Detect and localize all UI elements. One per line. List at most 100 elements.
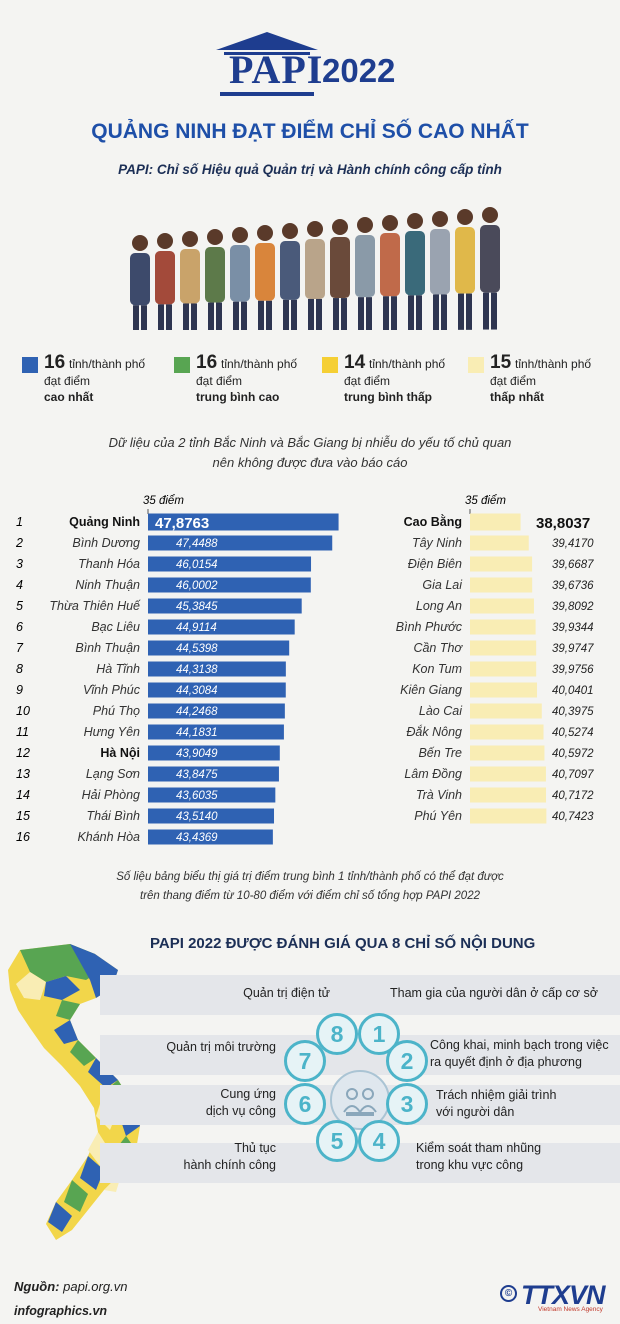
bar-value-label: 39,4170	[552, 538, 594, 550]
bar-value-label: 46,0002	[176, 580, 218, 592]
indicator-number-4: 4	[358, 1120, 400, 1162]
indicator-label-2: Công khai, minh bạch trong việc ra quyết…	[430, 1037, 609, 1071]
indicator-label-8: Quản trị điện tử	[180, 985, 330, 1002]
person-leg	[258, 300, 264, 330]
person-body	[455, 227, 475, 294]
rank-number: 2	[15, 536, 23, 550]
indicator-number-5: 5	[316, 1120, 358, 1162]
bar-value-label: 40,3975	[552, 706, 594, 718]
bar-value-label: 44,9114	[176, 622, 217, 634]
bar-value-label: 40,7097	[552, 769, 594, 781]
province-label: Bình Phước	[396, 620, 463, 634]
bar	[470, 513, 521, 531]
province-label: Hưng Yên	[84, 725, 140, 739]
indicator-number-3: 3	[386, 1083, 428, 1125]
data-note: Dữ liệu của 2 tỉnh Bắc Ninh và Bắc Giang…	[0, 433, 620, 473]
rank-number: 6	[16, 620, 23, 634]
legend-line: đạt điểm	[196, 374, 243, 388]
bar	[470, 535, 529, 551]
legend-category: cao nhất	[44, 390, 94, 404]
bar-value-label: 39,9756	[552, 664, 594, 676]
province-label: Cao Bằng	[404, 514, 462, 529]
legend-unit: tỉnh/thành phố	[515, 357, 592, 371]
chart-top-provinces: 35 điểm 1 Quảng Ninh 47,8763 2 Bình Dương 47,4…	[15, 495, 339, 845]
indicator-number-8: 8	[316, 1013, 358, 1055]
person-leg	[166, 304, 172, 330]
rank-number: 11	[16, 725, 29, 739]
legend-line: đạt điểm	[490, 374, 537, 388]
person-body	[255, 243, 275, 301]
bar-value-label: 40,7172	[552, 790, 594, 802]
bar	[148, 513, 339, 531]
legend-unit: tỉnh/thành phố	[69, 357, 146, 371]
person-leg	[408, 295, 414, 330]
bar	[148, 787, 276, 803]
bar-value-label: 44,3138	[176, 664, 218, 676]
rank-number: 5	[16, 599, 23, 613]
person-leg	[191, 303, 197, 330]
legend-item-medium-low: 14 tỉnh/thành phố đạt điểm trung bình th…	[322, 352, 462, 406]
indicators-title: PAPI 2022 ĐƯỢC ĐÁNH GIÁ QUA 8 CHỈ SỐ NỘI…	[150, 935, 536, 952]
legend-item-medium-high: 16 tỉnh/thành phố đạt điểm trung bình ca…	[174, 352, 314, 406]
indicator-number-7: 7	[284, 1040, 326, 1082]
legend-item-low: 15 tỉnh/thành phố đạt điểm thấp nhất	[468, 352, 608, 406]
bar	[470, 556, 533, 572]
province-label: Ninh Thuận	[75, 578, 140, 592]
person-body	[305, 239, 325, 299]
person-leg	[383, 296, 389, 330]
bar-value-label: 45,3845	[176, 601, 218, 613]
bar-value-label: 47,8763	[155, 515, 209, 532]
bar	[148, 808, 275, 824]
person-leg	[491, 292, 497, 330]
indicator-label-line: với người dân	[436, 1105, 515, 1119]
person-head	[232, 227, 248, 243]
province-label: Gia Lai	[422, 578, 463, 592]
bar-value-label: 44,5398	[176, 643, 218, 655]
indicator-number-2: 2	[386, 1040, 428, 1082]
bar-value-label: 38,8037	[536, 515, 590, 532]
person-leg	[391, 296, 397, 330]
person-leg	[233, 301, 239, 330]
province-label: Bạc Liêu	[91, 620, 140, 634]
scale-note-line: Số liệu bảng biểu thị giá trị điểm trung…	[116, 871, 504, 883]
province-label: Đắk Nông	[406, 724, 462, 739]
bar	[470, 808, 547, 824]
person-leg	[241, 301, 247, 330]
papi-building-logo-icon	[216, 32, 318, 96]
person-body	[130, 253, 150, 306]
province-label: Bình Dương	[72, 536, 140, 550]
indicator-label-3: Trách nhiệm giải trình với người dân	[436, 1087, 556, 1121]
bar-value-label: 44,3084	[176, 685, 218, 697]
legend-line: đạt điểm	[44, 374, 91, 388]
bar	[470, 640, 537, 656]
person-leg	[358, 297, 364, 330]
bar	[148, 682, 286, 698]
indicator-label-1: Tham gia của người dân ở cấp cơ sở	[390, 985, 598, 1002]
person-leg	[183, 303, 189, 330]
scale-note-line: trên thang điểm từ 10-80 điểm với điểm c…	[140, 890, 480, 902]
rank-number: 16	[16, 830, 30, 844]
people-crowd-illustration	[130, 207, 500, 330]
bar	[148, 661, 286, 677]
legend-unit: tỉnh/thành phố	[369, 357, 446, 371]
scale-note: Số liệu bảng biểu thị giá trị điểm trung…	[0, 868, 620, 906]
person-head	[282, 223, 298, 239]
person-head	[157, 233, 173, 249]
bar	[148, 766, 279, 782]
province-label: Thanh Hóa	[78, 557, 140, 571]
province-label: Cần Thơ	[413, 641, 463, 655]
bar-value-label: 47,4488	[176, 538, 218, 550]
bar	[148, 535, 333, 551]
bar-value-label: 43,6035	[176, 790, 218, 802]
person-body	[355, 235, 375, 298]
indicator-number-6: 6	[284, 1083, 326, 1125]
province-label: Hải Phòng	[82, 788, 140, 802]
person-head	[307, 221, 323, 237]
page-subtitle: PAPI: Chỉ số Hiệu quả Quản trị và Hành c…	[118, 162, 502, 177]
bar	[148, 829, 273, 845]
agency-logo: TTXVN	[521, 1280, 606, 1310]
bar	[470, 682, 538, 698]
person-head	[207, 229, 223, 245]
indicator-label-6: Cung ứng dịch vụ công	[150, 1086, 276, 1120]
bar	[148, 640, 290, 656]
